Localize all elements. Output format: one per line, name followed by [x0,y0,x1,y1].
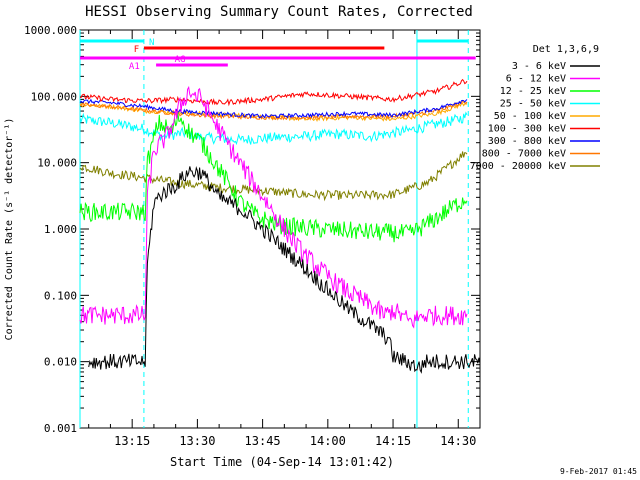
legend-label: 12 - 25 keV [500,86,566,97]
y-tick-label: 1000.000 [24,24,77,37]
series-line [79,111,468,146]
y-tick-label: 0.001 [44,422,77,435]
y-tick-label: 10.000 [37,157,77,170]
x-tick-label: 14:00 [310,434,346,448]
legend-label: 7000 - 20000 keV [470,161,566,172]
flag-label: F [134,45,139,55]
y-tick-label: 100.000 [31,90,77,103]
series-line [79,85,468,329]
flag-label: AG [175,55,186,65]
y-axis-label: Corrected Count Rate (s⁻¹ detector⁻¹) [4,118,15,341]
legend-label: 800 - 7000 keV [482,149,566,160]
legend-label: 3 - 6 keV [512,61,566,72]
legend-label: 6 - 12 keV [506,74,566,85]
x-tick-label: 13:30 [179,434,215,448]
legend-label: 100 - 300 keV [488,124,566,135]
series-line [79,112,468,243]
x-axis-label: Start Time (04-Sep-14 13:01:42) [170,455,394,469]
x-tick-label: 13:15 [114,434,150,448]
series-line [79,151,468,202]
series-line [79,100,468,121]
series-line [79,98,468,120]
flag-label: A1 [129,62,140,72]
legend-label: 300 - 800 keV [488,136,566,147]
legend-title: Det 1,3,6,9 [533,44,599,55]
series-line [88,165,481,374]
chart-title: HESSI Observing Summary Count Rates, Cor… [85,4,473,20]
y-tick-label: 1.000 [44,223,77,236]
footer-timestamp: 9-Feb-2017 01:45 [560,467,637,476]
x-tick-label: 13:45 [245,434,281,448]
legend-label: 50 - 100 keV [494,111,566,122]
plot-area: 0.001 0.010 0.100 1.000 10.000 100.000 1000.00… [24,24,481,448]
series-line [79,102,468,123]
series-line [79,78,468,107]
y-tick-label: 0.100 [44,289,77,302]
x-tick-label: 14:15 [375,434,411,448]
flag-label: N [149,38,154,48]
y-tick-label: 0.010 [44,356,77,369]
legend-label: 25 - 50 keV [500,99,566,110]
x-tick-label: 14:30 [440,434,476,448]
